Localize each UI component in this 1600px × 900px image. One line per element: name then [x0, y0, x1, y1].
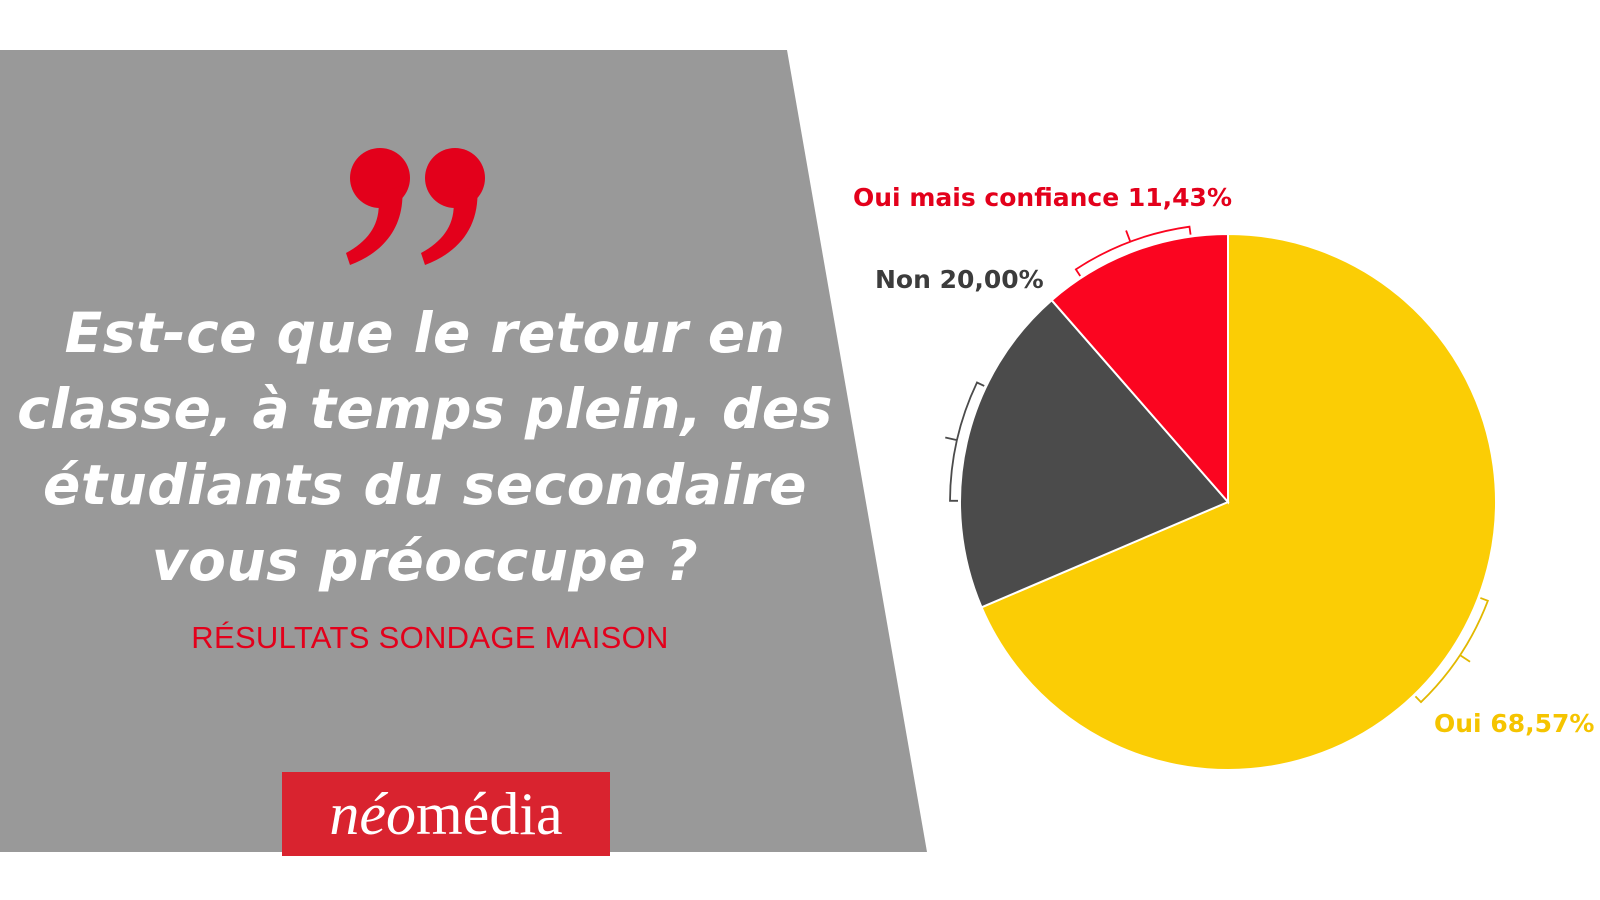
- pie-label-2: Oui mais confiance 11,43%: [853, 183, 1232, 212]
- survey-subtitle: RÉSULTATS SONDAGE MAISON: [191, 620, 669, 655]
- quote-mark-icon: [346, 148, 485, 265]
- pie-bracket-2: [1074, 225, 1192, 277]
- pie-bracket-1: [945, 381, 985, 502]
- pie-slice-0: [980, 232, 1497, 771]
- pie-label-1: Non 20,00%: [875, 265, 1044, 294]
- survey-question: Est-ce que le retour en classe, à temps …: [17, 301, 833, 593]
- logo-part-media: média: [416, 781, 563, 847]
- pie-label-0: Oui 68,57%: [1434, 709, 1594, 738]
- neomedia-logo: néo média: [282, 772, 610, 856]
- logo-part-neo: néo: [329, 781, 417, 847]
- pie-slice-2: [1050, 232, 1229, 505]
- pie-bracket-0: [1414, 597, 1490, 704]
- pie-slice-1: [958, 298, 1230, 609]
